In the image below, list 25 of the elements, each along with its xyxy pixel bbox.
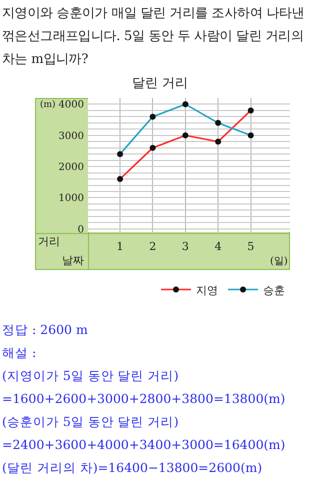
- x-tick-label: 5: [247, 240, 254, 253]
- text: (일): [270, 256, 288, 267]
- legend-label: 지영: [196, 284, 218, 297]
- text: (승훈이가 5일 동안 달린 거리): [2, 413, 180, 431]
- y-axis-title: 거리: [38, 235, 60, 248]
- text: 정답 : 2600 m: [2, 321, 89, 339]
- y-tick-label: 1000: [58, 193, 84, 204]
- legend-label: 승훈: [263, 284, 285, 297]
- y-tick-label: 4000: [58, 100, 84, 111]
- x-axis-title: 날짜: [62, 254, 84, 267]
- text: (m): [40, 100, 56, 110]
- y-tick-label: 0: [78, 224, 84, 236]
- x-tick-label: 3: [182, 240, 189, 253]
- x-tick-label: 4: [214, 240, 222, 253]
- chart-title: 달린 거리: [130, 75, 190, 92]
- y-tick-label: 3000: [58, 130, 84, 142]
- text: =1600+2600+3000+2800+3800=13800(m): [2, 390, 286, 408]
- text: (지영이가 5일 동안 달린 거리): [2, 367, 180, 385]
- y-tick-label: 2000: [58, 162, 84, 174]
- text: (달린 거리의 차)=16400−13800=2600(m): [2, 459, 264, 477]
- x-tick-label: 2: [149, 240, 156, 253]
- text: 해설 :: [2, 344, 38, 362]
- text: 지영이와 승훈이가 매일 달린 거리를 조사하여 나타낸 꺾은선그래프입니다. 5일 동안 두 사람이 달린 거리의 차는 m입니까?: [2, 5, 306, 69]
- x-tick-label: 1: [116, 240, 124, 253]
- text: =2400+3600+4000+3400+3000=16400(m): [2, 436, 286, 454]
